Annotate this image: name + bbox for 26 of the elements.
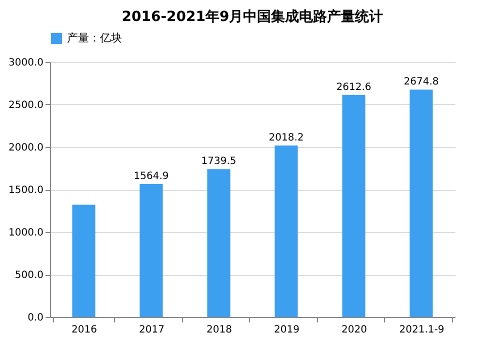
y-tick-label: 2000.0 — [8, 142, 44, 154]
bar — [207, 169, 230, 317]
text: 1739.5 — [201, 156, 236, 168]
text: 2612.6 — [336, 82, 372, 93]
y-tick-label: 3000.0 — [8, 58, 44, 68]
text: 1564.9 — [134, 170, 169, 182]
x-tick-label: 2020 — [342, 324, 367, 336]
text: 2018.2 — [268, 132, 304, 144]
chart-title: 2016-2021年9月中国集成电路产量统计 — [122, 8, 384, 25]
bar — [274, 145, 298, 317]
bar — [410, 90, 433, 317]
x-tick-label: 2016 — [72, 324, 97, 336]
y-tick-label: 500.0 — [14, 270, 44, 281]
bar — [342, 94, 366, 317]
x-tick-label: 2018 — [206, 324, 232, 336]
y-tick-label: 2500.0 — [8, 100, 44, 111]
x-tick-label: 2021.1-9 — [399, 324, 444, 336]
legend-label: 产量：亿块 — [67, 32, 122, 44]
text: 2674.8 — [404, 76, 439, 88]
x-tick-label: 2019 — [274, 324, 300, 336]
bar — [72, 204, 96, 317]
x-tick-label: 2017 — [139, 324, 164, 336]
y-tick-label: 1500.0 — [8, 185, 44, 196]
y-tick-label: 0.0 — [28, 312, 44, 324]
bar — [140, 184, 163, 317]
y-tick-label: 1000.0 — [8, 228, 44, 238]
